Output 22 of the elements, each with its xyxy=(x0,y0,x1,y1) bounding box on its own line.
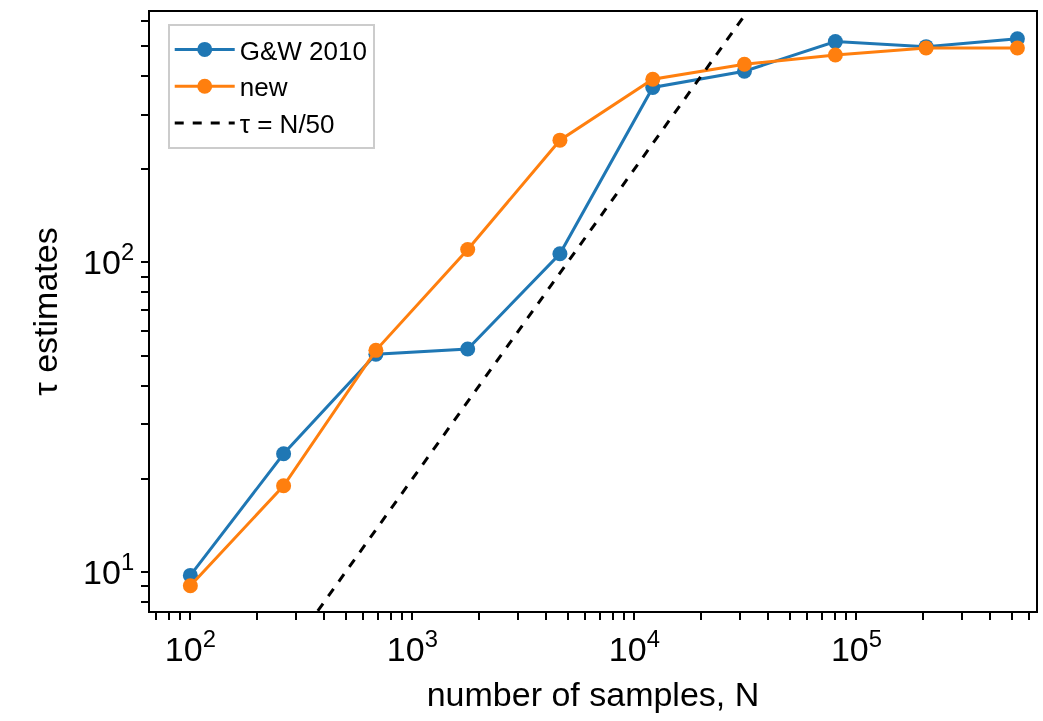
y-axis-title: τ estimates xyxy=(26,227,65,396)
point xyxy=(460,341,476,357)
point xyxy=(1009,40,1025,56)
x-tick-label: 10$^{2}$ xyxy=(164,624,216,668)
point xyxy=(552,132,568,148)
point xyxy=(552,246,568,262)
point xyxy=(276,478,292,494)
point xyxy=(368,342,384,358)
x-axis-title: number of samples, N xyxy=(426,674,760,713)
legend-label: τ = N/50 xyxy=(239,109,335,140)
point xyxy=(827,47,843,63)
point xyxy=(827,34,843,50)
point xyxy=(645,71,661,87)
point xyxy=(276,446,292,462)
x-tick-label: 10$^{5}$ xyxy=(830,624,882,668)
x-tick-label: 10$^{3}$ xyxy=(386,624,438,668)
y-tick-label: 10$^{1}$ xyxy=(83,547,135,592)
x-tick-label: 10$^{4}$ xyxy=(608,624,660,668)
legend-label: G&W 2010 xyxy=(239,35,367,66)
legend-label: new xyxy=(239,72,288,103)
point xyxy=(460,242,476,258)
point xyxy=(736,56,752,72)
